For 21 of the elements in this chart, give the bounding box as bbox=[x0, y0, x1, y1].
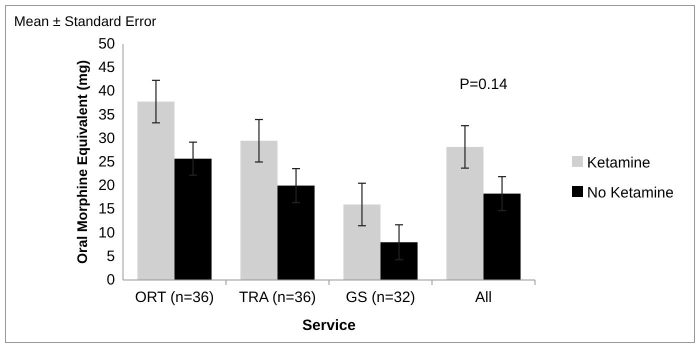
chart-subtitle: Mean ± Standard Error bbox=[14, 13, 157, 29]
y-tick-label: 5 bbox=[106, 248, 115, 265]
y-tick-label: 40 bbox=[98, 82, 115, 100]
y-tick-label: 25 bbox=[98, 154, 115, 170]
y-tick-label: 30 bbox=[98, 130, 115, 147]
annotation: P=0.14 bbox=[460, 76, 508, 93]
x-tick-label: TRA (n=36) bbox=[238, 289, 316, 306]
y-tick-label: 50 bbox=[98, 36, 115, 52]
legend-label: No Ketamine bbox=[587, 184, 674, 202]
y-axis-title: Oral Morphine Equivalent (mg) bbox=[74, 60, 90, 264]
y-tick-label: 10 bbox=[98, 224, 115, 242]
x-tick-label: GS (n=32) bbox=[346, 289, 416, 306]
y-tick-label: 20 bbox=[98, 177, 115, 194]
y-tick-label: 35 bbox=[98, 106, 115, 124]
y-tick-label: 45 bbox=[98, 59, 115, 76]
legend-label: Ketamine bbox=[587, 154, 650, 172]
y-tick-label: 15 bbox=[98, 200, 115, 218]
x-axis-title: Service bbox=[302, 317, 356, 334]
x-tick-label: All bbox=[475, 289, 492, 306]
x-tick-label: ORT (n=36) bbox=[134, 289, 214, 306]
y-tick-label: 0 bbox=[106, 272, 115, 288]
